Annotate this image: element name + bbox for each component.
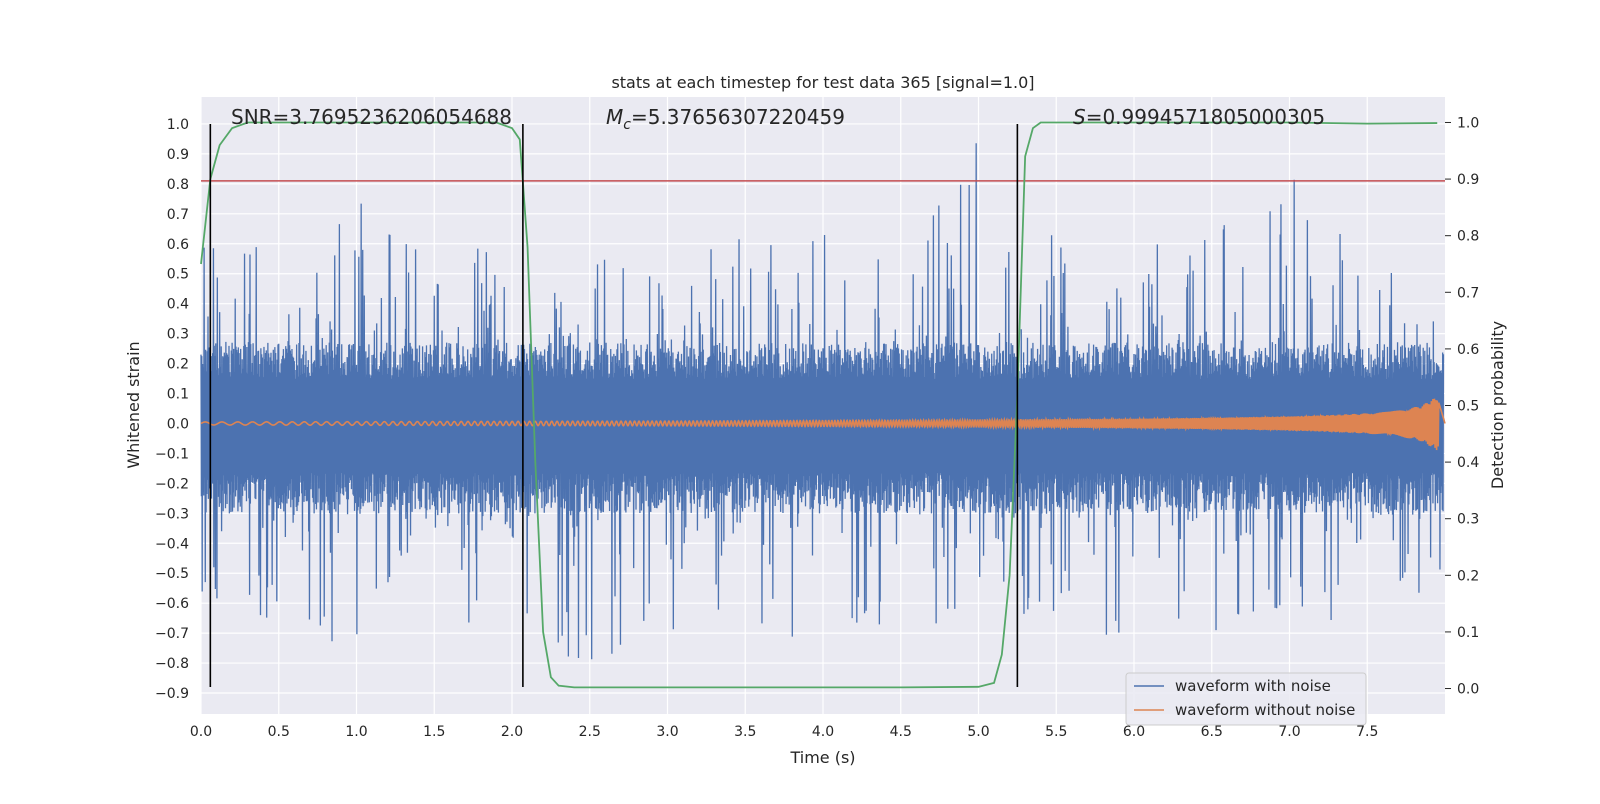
chirp-mass-subscript: c bbox=[623, 117, 631, 133]
y-tick-label: −0.6 bbox=[155, 596, 189, 612]
legend-label-noisy: waveform with noise bbox=[1175, 677, 1331, 695]
x-tick-label: 4.0 bbox=[812, 724, 834, 740]
x-tick-label: 5.0 bbox=[967, 724, 989, 740]
clean-waveform-series bbox=[200, 398, 1446, 451]
noisy-waveform-series bbox=[200, 143, 1445, 660]
y2-tick-label: 0.4 bbox=[1457, 455, 1479, 471]
y2-tick-label: 0.6 bbox=[1457, 342, 1479, 358]
legend-label-clean: waveform without noise bbox=[1175, 701, 1355, 719]
y2-tick-label: 0.8 bbox=[1457, 229, 1479, 245]
x-axis-label: Time (s) bbox=[789, 748, 855, 767]
x-tick-label: 2.5 bbox=[579, 724, 601, 740]
legend-box bbox=[1125, 672, 1367, 726]
y-tick-label: 0.4 bbox=[167, 297, 189, 313]
y-tick-label: −0.2 bbox=[155, 476, 189, 492]
x-tick-label: 7.5 bbox=[1356, 724, 1378, 740]
y-tick-label: −0.4 bbox=[155, 536, 189, 552]
y-tick-label: 1.0 bbox=[167, 117, 189, 133]
x-tick-label: 3.5 bbox=[734, 724, 756, 740]
y-tick-label: −0.7 bbox=[155, 626, 189, 642]
y2-tick-label: 0.9 bbox=[1457, 172, 1479, 188]
clean-waveform-line bbox=[200, 398, 1446, 451]
x-tick-label: 1.5 bbox=[423, 724, 445, 740]
chirp-mass-symbol: M bbox=[606, 105, 623, 129]
x-tick-label: 7.0 bbox=[1278, 724, 1300, 740]
x-tick-label: 1.0 bbox=[345, 724, 367, 740]
y2-tick-label: 0.7 bbox=[1457, 285, 1479, 301]
y2-tick-label: 0.1 bbox=[1457, 625, 1479, 641]
y2-axis-ticks: 1.0 0.9 0.8 0.7 0.6 0.5 0.4 0.3 0.2 0.1 0.0 bbox=[1445, 115, 1479, 698]
y-tick-label: 0.8 bbox=[167, 177, 189, 193]
y-tick-label: 0.3 bbox=[167, 327, 189, 343]
x-axis-ticks: 0.0 0.5 1.0 1.5 2.0 2.5 3.0 3.5 4.0 4.5 5.0 5.5 6.0 6… bbox=[190, 724, 1379, 740]
chirp-mass-annotation: Mc=5.37656307220459 bbox=[606, 105, 845, 133]
y-tick-label: 0.2 bbox=[167, 357, 189, 373]
y2-tick-label: 0.3 bbox=[1457, 512, 1479, 528]
x-tick-label: 0.0 bbox=[190, 724, 212, 740]
y-tick-label: 0.7 bbox=[167, 207, 189, 223]
y-tick-label: 0.6 bbox=[167, 237, 189, 253]
x-tick-label: 2.0 bbox=[501, 724, 523, 740]
y-tick-label: −0.9 bbox=[155, 686, 189, 702]
snr-annotation: SNR=3.7695236206054688 bbox=[231, 105, 512, 129]
chart-title: stats at each timestep for test data 365… bbox=[611, 73, 1034, 92]
y-tick-label: −0.5 bbox=[155, 566, 189, 582]
detection-probability-series bbox=[200, 121, 1438, 689]
significance-symbol: S bbox=[1073, 105, 1086, 129]
y2-tick-label: 0.5 bbox=[1457, 399, 1479, 415]
y-tick-label: −0.8 bbox=[155, 656, 189, 672]
y2-tick-label: 0.2 bbox=[1457, 568, 1479, 584]
y-tick-label: 0.1 bbox=[167, 387, 189, 403]
x-tick-label: 5.5 bbox=[1045, 724, 1067, 740]
y2-tick-label: 0.0 bbox=[1457, 682, 1479, 698]
y-axis-ticks: 1.0 0.9 0.8 0.7 0.6 0.5 0.4 0.3 0.2 0.1 0.0 −0.1 −0.… bbox=[155, 117, 189, 702]
chirp-mass-value: =5.37656307220459 bbox=[631, 105, 845, 129]
x-tick-label: 0.5 bbox=[268, 724, 290, 740]
y-tick-label: −0.3 bbox=[155, 506, 189, 522]
x-tick-label: 6.0 bbox=[1123, 724, 1145, 740]
y-tick-label: −0.1 bbox=[155, 446, 189, 462]
y2-axis-label: Detection probability bbox=[1488, 321, 1507, 489]
y-tick-label: 0.9 bbox=[167, 147, 189, 163]
legend: waveform with noise waveform without noi… bbox=[1125, 672, 1367, 726]
y-tick-label: 0.5 bbox=[167, 267, 189, 283]
y-axis-label: Whitened strain bbox=[124, 341, 143, 468]
x-tick-label: 3.0 bbox=[656, 724, 678, 740]
x-tick-label: 4.5 bbox=[890, 724, 912, 740]
x-tick-label: 6.5 bbox=[1201, 724, 1223, 740]
significance-value: =0.9994571805000305 bbox=[1086, 105, 1325, 129]
noisy-waveform-line bbox=[200, 143, 1445, 660]
vertical-markers bbox=[209, 123, 1019, 688]
y2-tick-label: 1.0 bbox=[1457, 115, 1479, 131]
significance-annotation: S=0.9994571805000305 bbox=[1073, 105, 1325, 129]
y-tick-label: 0.0 bbox=[167, 416, 189, 432]
detection-probability-line bbox=[200, 121, 1438, 689]
